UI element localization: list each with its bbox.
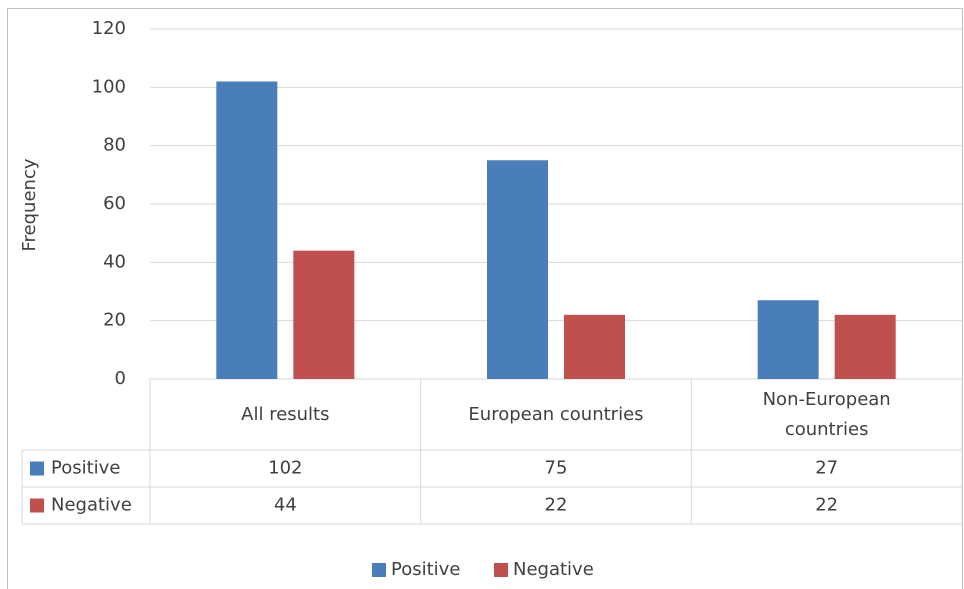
y-tick-label: 100 xyxy=(92,76,126,97)
table-value: 44 xyxy=(274,495,297,516)
table-row-label: Positive xyxy=(51,458,120,479)
table-row-label: Negative xyxy=(51,495,132,516)
legend-key xyxy=(494,563,508,577)
table-value: 102 xyxy=(268,458,302,479)
table-legend-key xyxy=(30,498,44,513)
y-tick-label: 20 xyxy=(103,310,126,331)
category-label: All results xyxy=(150,379,421,450)
legend-label: Positive xyxy=(391,559,460,580)
y-tick-label: 80 xyxy=(103,135,126,156)
category-label: European countries xyxy=(421,379,692,450)
y-tick-label: 60 xyxy=(103,193,126,214)
category-text: All results xyxy=(241,403,330,425)
y-tick-label: 120 xyxy=(92,18,126,39)
category-label: Non-European countries xyxy=(691,379,962,450)
bar xyxy=(487,160,548,379)
bar xyxy=(216,81,278,379)
y-axis-title: Frequency xyxy=(19,158,40,251)
y-tick-label: 0 xyxy=(115,368,126,389)
bar xyxy=(564,314,625,379)
category-text: Non-European countries xyxy=(762,388,891,440)
category-text: European countries xyxy=(468,403,644,425)
table-value: 75 xyxy=(545,458,568,479)
legend-label: Negative xyxy=(513,559,594,580)
table-value: 22 xyxy=(545,495,568,516)
bar xyxy=(757,300,819,379)
bar xyxy=(834,314,896,379)
table-value: 27 xyxy=(815,458,838,479)
table-legend-key xyxy=(30,461,44,476)
legend-key xyxy=(372,563,386,577)
bar xyxy=(293,250,355,379)
table-value: 22 xyxy=(815,495,838,516)
y-tick-label: 40 xyxy=(103,251,126,272)
frame xyxy=(7,8,963,589)
